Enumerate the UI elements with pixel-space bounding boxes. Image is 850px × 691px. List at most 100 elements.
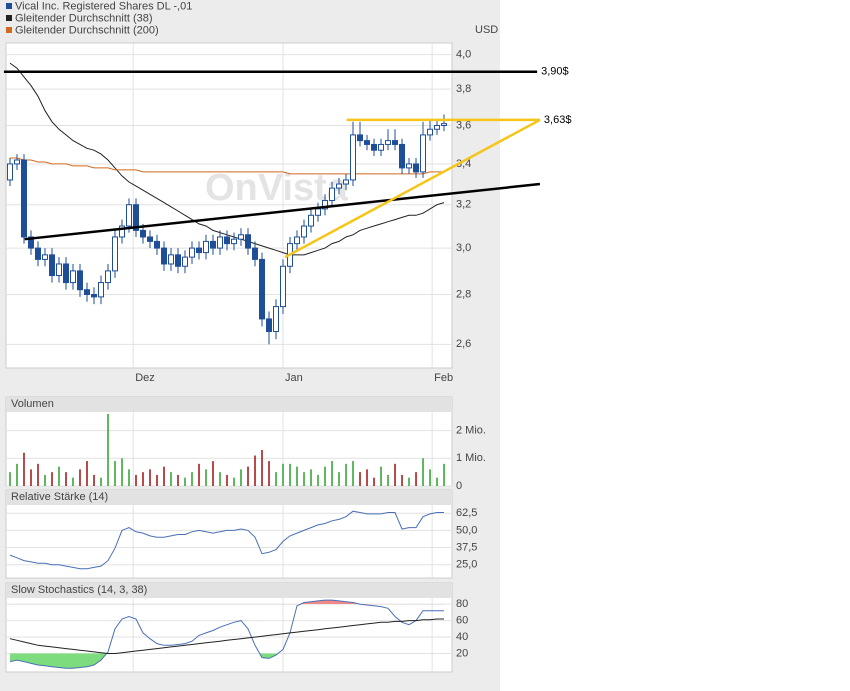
candle-body [238,234,245,240]
candle-body [371,143,378,151]
y-tick-label: 1 Mio. [456,452,486,464]
volume-bar [121,458,123,486]
moving-average [10,157,444,175]
y-tick-label: 3,0 [456,242,471,254]
volume-bar [9,472,11,486]
legend-swatch [6,27,12,33]
volume-bar [100,477,102,486]
y-tick-label: 2,8 [456,288,471,300]
volume-bar [366,469,368,486]
volume-bar [212,461,214,486]
volume-bar [443,463,445,486]
volume-bar [65,472,67,486]
candle-body [34,247,41,260]
level-label: 3,63$ [544,114,572,126]
candle-body [294,236,301,245]
panel-header [6,490,452,505]
candle-body [27,236,34,249]
candle-body [189,247,196,258]
candle-body [224,236,231,245]
x-tick-label: Dez [135,372,155,384]
candle-body [273,306,280,333]
volume-bar [142,472,144,486]
candle-body [175,254,182,267]
candle-body [329,187,336,202]
candle-body [203,240,210,254]
volume-bar [93,474,95,486]
volume-bar [156,474,158,486]
volume-bar [79,469,81,486]
high-band-fill [300,600,360,605]
candle-body [217,236,224,249]
candle-body [118,225,125,238]
candle-body [55,263,62,277]
candle-body [125,204,132,227]
volume-bar [436,477,438,486]
volume-bar [275,472,277,486]
candle-body [168,254,175,265]
volume-bar [205,469,207,486]
candle-body [154,240,161,249]
panel-title: Volumen [11,398,54,410]
indicator-line [9,510,444,570]
y-tick-label: 3,2 [456,199,471,211]
y-tick-label: 3,6 [456,119,471,131]
volume-bar [114,461,116,486]
y-tick-label: 62,5 [456,507,477,519]
panel-header [6,397,452,412]
candle-body [111,236,118,272]
candle-body [13,159,20,165]
candle-body [76,270,83,291]
candle-body [427,128,434,136]
panel-header [6,583,452,598]
candle-body [378,143,385,151]
candle-body [83,289,90,295]
panel-title: Relative Stärke (14) [11,491,108,503]
volume-bar [359,472,361,486]
volume-bar [37,463,39,486]
candle-body [182,256,189,267]
candle-body [301,225,308,238]
candle-body [322,200,329,210]
volume-bar [170,472,172,486]
volume-bar [268,461,270,486]
candle-body [210,240,217,249]
volume-bar [408,477,410,486]
candle-body [69,270,76,284]
volume-bar [226,474,228,486]
candle-body [139,229,146,238]
y-tick-label: 2,6 [456,338,471,350]
candle-body [104,270,111,284]
volume-bar [345,463,347,486]
indicator-line [9,618,444,654]
candle-body [48,254,55,277]
y-tick-label: 3,4 [456,158,471,170]
y-tick-label: 3,8 [456,83,471,95]
volume-bar [16,463,18,486]
candle-body [392,140,399,145]
candle-body [90,293,97,298]
candle-body [196,247,203,254]
candle-body [413,163,420,173]
legend-swatch [6,3,12,9]
candle-body [266,318,273,333]
legend-swatch [6,15,12,21]
candle-body [20,159,27,238]
y-tick-label: 60 [456,615,468,627]
volume-bar [198,463,200,486]
y-tick-label: 4,0 [456,49,471,61]
candle-body [406,163,413,169]
volume-bar [247,466,249,486]
volume-bar [310,469,312,486]
volume-bar [282,463,284,486]
volume-bar [30,469,32,486]
volume-bar [44,474,46,486]
volume-bar [387,474,389,486]
y-tick-label: 0 [456,480,462,492]
trend-line [284,118,541,259]
legend-label: Gleitender Durchschnitt (38) [15,12,153,24]
price-panel [5,42,453,369]
volume-bar [317,474,319,486]
volume-bar [254,455,256,486]
legend-label: Gleitender Durchschnitt (200) [15,24,159,36]
